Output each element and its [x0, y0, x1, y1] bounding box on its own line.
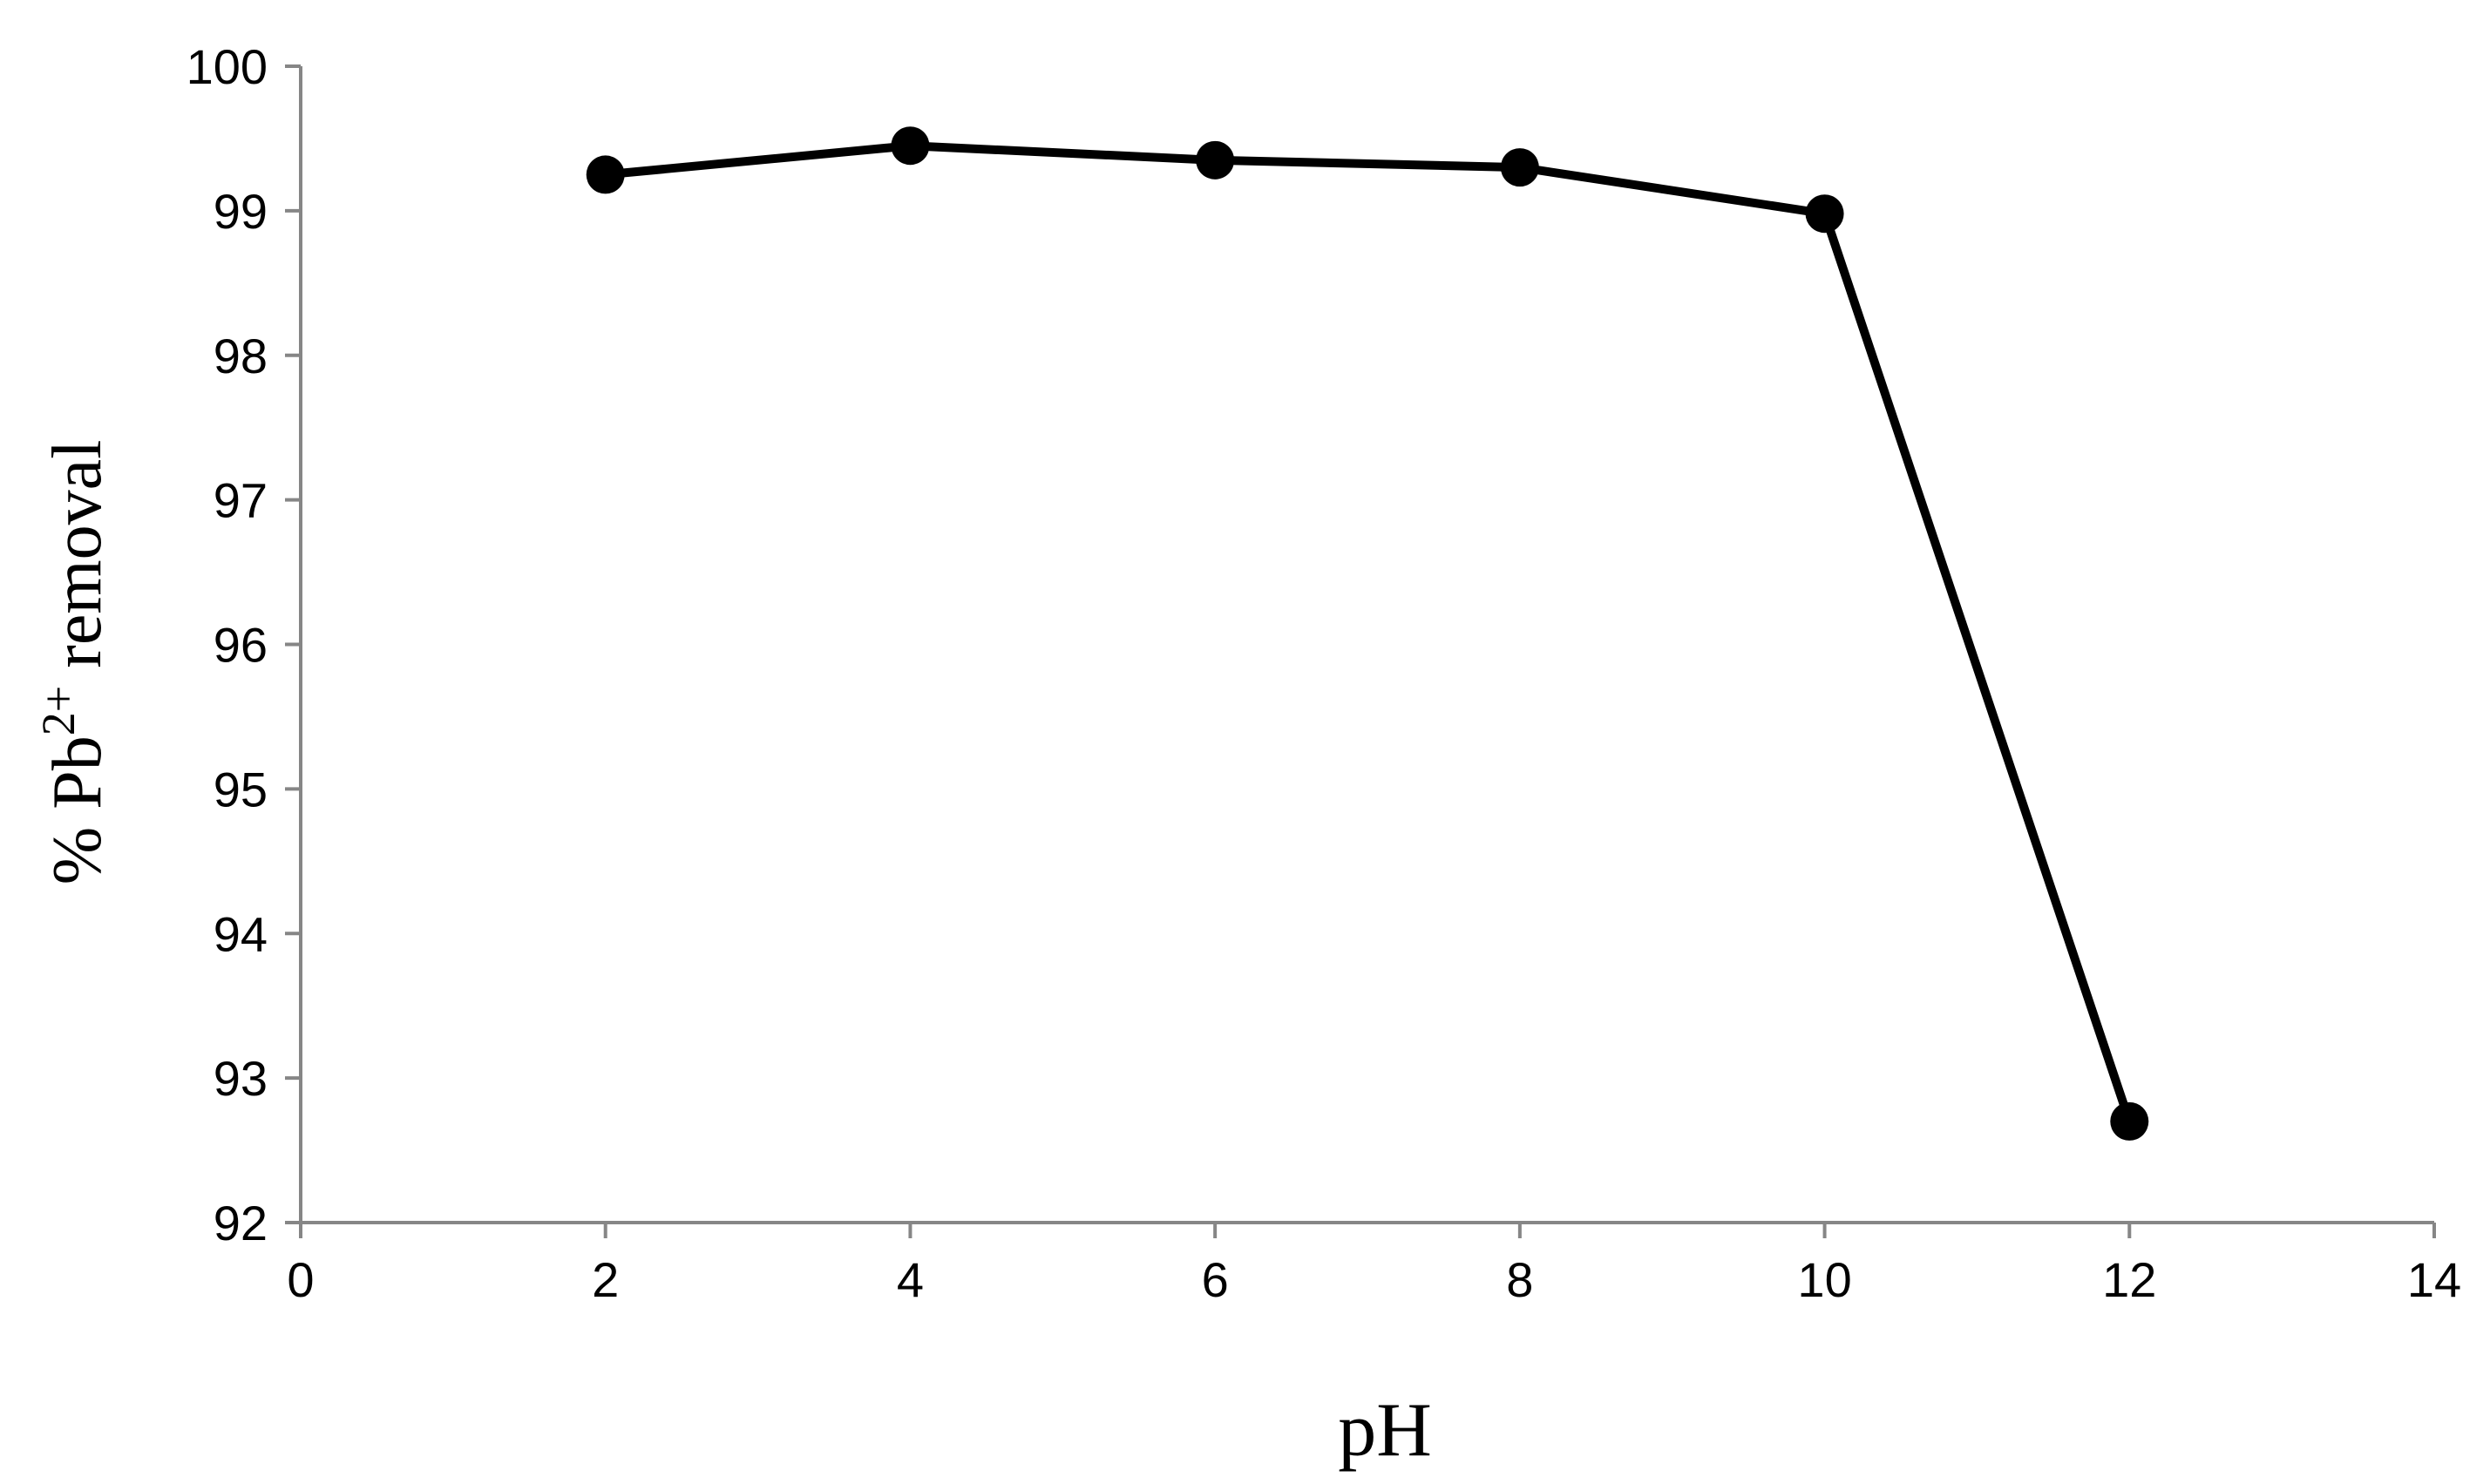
data-point	[1196, 140, 1235, 180]
y-tick-label: 97	[214, 473, 268, 528]
y-tick-label: 93	[214, 1051, 268, 1106]
y-axis-title: % Pb2+ removal	[32, 440, 116, 885]
x-tick-label: 2	[592, 1252, 619, 1307]
x-tick-label: 8	[1506, 1252, 1533, 1307]
axes	[299, 66, 2434, 1224]
series	[586, 126, 2149, 1141]
x-tick-label: 14	[2407, 1252, 2461, 1307]
data-point	[1805, 194, 1844, 234]
x-tick-label: 10	[1797, 1252, 1851, 1307]
data-point	[586, 155, 625, 194]
y-axis-title-superscript: 2+	[32, 686, 85, 735]
y-tick-label: 94	[214, 906, 268, 961]
y-tick-label: 99	[214, 184, 268, 239]
x-tick-label: 12	[2102, 1252, 2156, 1307]
y-tick-label: 100	[187, 39, 268, 94]
series-line	[605, 141, 2134, 1123]
y-axis-title-prefix: % Pb	[39, 735, 116, 884]
x-tick-label: 6	[1202, 1252, 1229, 1307]
x-axis-title: pH	[1338, 1388, 1432, 1473]
data-point	[2110, 1101, 2149, 1141]
x-tick-label: 4	[897, 1252, 924, 1307]
data-point	[891, 126, 930, 166]
y-tick-label: 95	[214, 762, 268, 817]
y-axis-title-suffix: removal	[39, 440, 116, 686]
y-tick-label: 98	[214, 329, 268, 383]
x-tick-label: 0	[287, 1252, 314, 1307]
y-tick-label: 96	[214, 618, 268, 673]
ticks: 92 93 94 95 96 97 98 99 100 0 2 4 6 8 10 12 14	[187, 39, 2462, 1307]
y-tick-label: 92	[214, 1196, 268, 1250]
data-point	[1500, 148, 1539, 187]
